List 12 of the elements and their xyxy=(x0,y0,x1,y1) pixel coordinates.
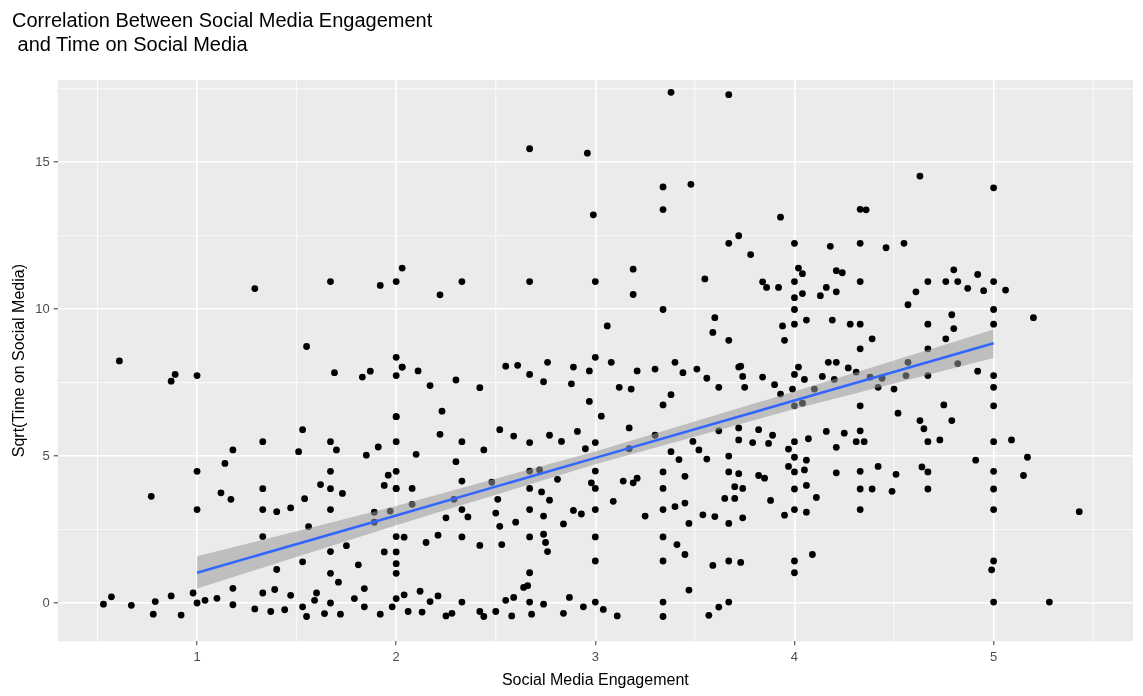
y-tick-label: 15 xyxy=(35,153,50,169)
x-tick-label: 1 xyxy=(193,648,201,664)
x-tick-label: 5 xyxy=(989,648,998,664)
x-tick-label: 3 xyxy=(591,648,599,664)
x-tick-label: 4 xyxy=(790,648,799,664)
x-tick-label: 2 xyxy=(392,648,400,664)
chart-title: Correlation Between Social Media Engagement and Time on Social Media xyxy=(12,8,433,56)
y-tick-label: 0 xyxy=(42,594,50,610)
y-tick-label: 5 xyxy=(42,447,50,463)
x-axis-title: Social Media Engagement xyxy=(501,670,690,688)
y-tick-label: 10 xyxy=(35,300,50,316)
y-axis-title: Sqrt(Time on Social Media) xyxy=(10,263,28,458)
